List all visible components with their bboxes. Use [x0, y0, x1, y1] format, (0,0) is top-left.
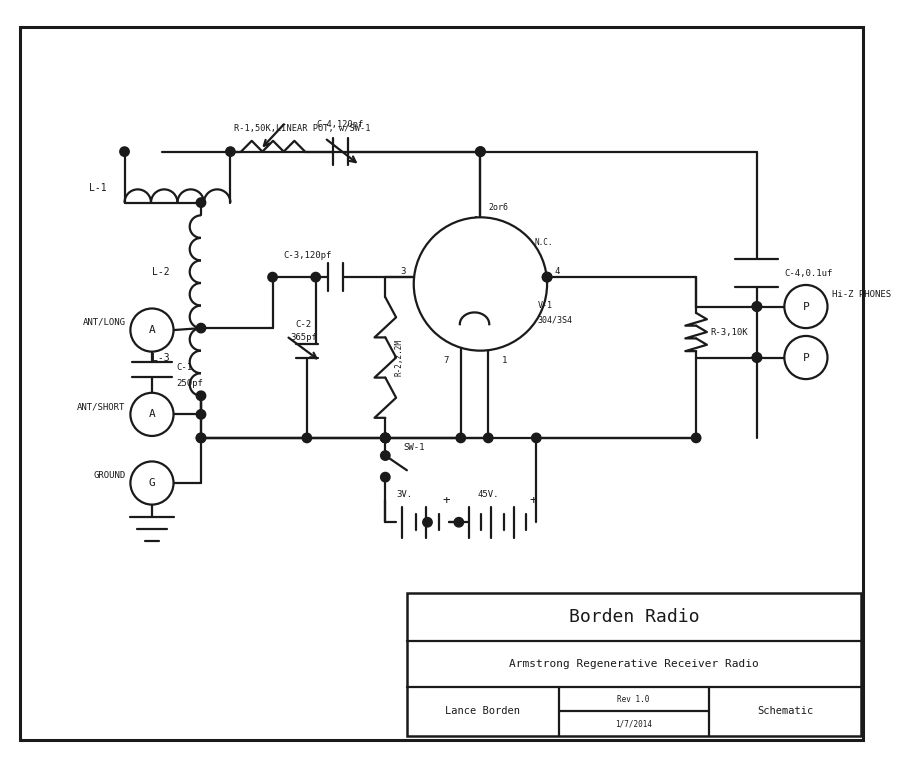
Text: L-3: L-3 — [152, 353, 169, 363]
Text: +: + — [442, 494, 450, 507]
Circle shape — [483, 433, 493, 443]
Circle shape — [130, 308, 174, 351]
Circle shape — [785, 285, 827, 328]
Text: ANT/SHORT: ANT/SHORT — [77, 402, 125, 411]
Circle shape — [196, 324, 206, 333]
Circle shape — [302, 433, 311, 443]
Text: A: A — [148, 410, 156, 420]
Text: P: P — [803, 301, 809, 311]
Bar — [407, 593, 860, 736]
Circle shape — [381, 433, 390, 443]
Text: C-2: C-2 — [296, 320, 312, 329]
Text: L-2: L-2 — [152, 267, 169, 277]
Text: 1/7/2014: 1/7/2014 — [615, 719, 652, 728]
Text: Hi-Z PHONES: Hi-Z PHONES — [832, 290, 892, 299]
Circle shape — [311, 272, 320, 281]
Circle shape — [381, 451, 390, 460]
Text: 45V.: 45V. — [478, 490, 499, 499]
Text: 2or6: 2or6 — [489, 203, 508, 212]
Circle shape — [196, 391, 206, 400]
Text: Borden Radio: Borden Radio — [569, 607, 699, 626]
Text: R-3,10K: R-3,10K — [711, 328, 749, 337]
Text: 365pf: 365pf — [291, 334, 318, 342]
Text: 7: 7 — [444, 356, 449, 365]
Circle shape — [532, 433, 541, 443]
Text: V-1: V-1 — [537, 301, 553, 310]
Text: 1: 1 — [502, 356, 508, 365]
Circle shape — [226, 147, 235, 156]
Circle shape — [120, 147, 130, 156]
Text: N.C.: N.C. — [535, 239, 553, 247]
Text: R-1,50K,LINEAR POT, w/SW-1: R-1,50K,LINEAR POT, w/SW-1 — [234, 123, 371, 133]
Text: C-4,0.1uf: C-4,0.1uf — [785, 268, 832, 278]
Text: Lance Borden: Lance Borden — [445, 706, 520, 716]
Text: 3V.: 3V. — [397, 490, 413, 499]
Text: SW-1: SW-1 — [403, 443, 425, 453]
Text: Armstrong Regenerative Receiver Radio: Armstrong Regenerative Receiver Radio — [509, 659, 759, 669]
Circle shape — [381, 433, 390, 443]
Text: GROUND: GROUND — [94, 471, 125, 479]
Circle shape — [454, 518, 464, 527]
Text: L-1: L-1 — [89, 183, 107, 193]
Circle shape — [476, 147, 485, 156]
Text: +: + — [529, 494, 537, 507]
Circle shape — [476, 147, 485, 156]
Text: 3: 3 — [400, 267, 406, 276]
Circle shape — [196, 433, 206, 443]
Circle shape — [414, 217, 547, 351]
Circle shape — [381, 472, 390, 482]
Circle shape — [752, 353, 761, 362]
Text: C-3,120pf: C-3,120pf — [284, 251, 332, 260]
Text: P: P — [803, 353, 809, 363]
Circle shape — [196, 433, 206, 443]
Text: Schematic: Schematic — [757, 706, 814, 716]
Circle shape — [196, 410, 206, 419]
Text: Rev 1.0: Rev 1.0 — [617, 695, 650, 703]
Circle shape — [381, 433, 390, 443]
Text: C-1: C-1 — [176, 363, 193, 372]
Text: 4: 4 — [555, 267, 561, 276]
Circle shape — [752, 302, 761, 311]
Circle shape — [268, 272, 277, 281]
Circle shape — [543, 272, 552, 281]
Circle shape — [196, 198, 206, 207]
Circle shape — [785, 336, 827, 379]
Text: A: A — [148, 325, 156, 335]
Text: R-2,2.2M: R-2,2.2M — [394, 339, 403, 376]
Circle shape — [381, 433, 390, 443]
Circle shape — [752, 302, 761, 311]
Circle shape — [130, 393, 174, 436]
Circle shape — [130, 462, 174, 505]
Circle shape — [543, 272, 552, 281]
Text: 304/3S4: 304/3S4 — [537, 316, 572, 324]
Circle shape — [423, 518, 432, 527]
Circle shape — [691, 433, 701, 443]
Circle shape — [456, 433, 465, 443]
Text: 250pf: 250pf — [176, 378, 203, 387]
Text: C-4,120pf: C-4,120pf — [317, 120, 364, 129]
Text: G: G — [148, 478, 156, 488]
Circle shape — [752, 353, 761, 362]
Text: ANT/LONG: ANT/LONG — [83, 318, 125, 327]
